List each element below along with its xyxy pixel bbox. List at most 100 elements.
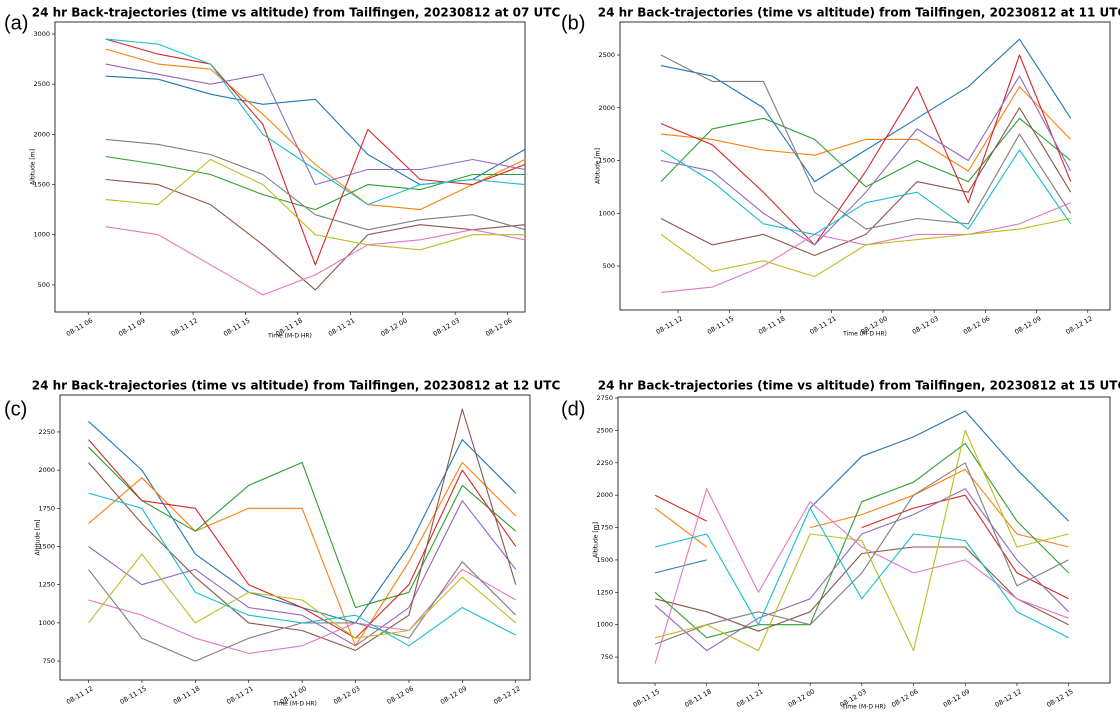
trajectory-line (105, 178, 526, 291)
y-tick-label: 1250 (38, 581, 55, 589)
trajectory-line (88, 408, 517, 651)
y-axis-label: Altitude [m] (30, 149, 37, 185)
panel: (c) 24 hr Back-trajectories (time vs alti… (4, 379, 560, 708)
trajectory-line (105, 75, 526, 186)
plot-frame (54, 21, 526, 313)
y-tick-label: 2000 (33, 130, 50, 138)
trajectory-line (660, 149, 1072, 235)
x-tick-label: 08-12 12 (994, 688, 1023, 710)
trajectory-line (105, 138, 526, 231)
x-tick-label: 08-11 06 (65, 317, 94, 339)
x-tick-label: 08-11 15 (222, 317, 251, 339)
y-tick-label: 500 (603, 262, 615, 270)
x-tick-label: 08-11 12 (65, 685, 94, 707)
trajectory-line (654, 468, 1069, 548)
x-tick-label: 08-11 21 (225, 685, 254, 707)
chart-title: 24 hr Back-trajectories (time vs altitud… (598, 6, 1120, 20)
trajectory-line (660, 217, 1071, 278)
trajectory-line (88, 446, 517, 609)
trajectory-line (654, 462, 1069, 645)
panel-label: (c) (4, 398, 27, 420)
trajectory-line (654, 410, 1069, 574)
y-tick-label: 750 (43, 657, 55, 665)
y-tick-label: 1500 (598, 157, 615, 165)
trajectory-line (654, 488, 1069, 664)
trajectory-line (660, 202, 1071, 293)
trajectory-line (660, 75, 1072, 246)
y-axis-label: Altitude [m] (593, 522, 600, 558)
x-tick-label: 08-12 09 (942, 688, 971, 710)
x-tick-label: 08-12 03 (911, 315, 940, 337)
y-tick-label: 2500 (596, 426, 613, 434)
trajectory-line (88, 500, 517, 647)
panel: (b) 24 hr Back-trajectories (time vs alti… (561, 6, 1120, 338)
y-tick-label: 1500 (38, 543, 55, 551)
y-tick-label: 1750 (596, 524, 613, 532)
x-tick-label: 08-12 12 (492, 685, 521, 707)
trajectory-line (660, 117, 1072, 188)
x-axis-label: Time (M-D HR) (842, 331, 887, 338)
x-tick-label: 08-11 12 (655, 315, 684, 337)
x-axis-label: Time (M-D HR) (272, 701, 317, 708)
trajectory-line (654, 507, 1069, 639)
y-tick-label: 2250 (38, 428, 55, 436)
x-tick-label: 08-12 00 (787, 688, 816, 710)
x-tick-label: 08-11 15 (119, 685, 148, 707)
y-tick-label: 1250 (596, 588, 613, 596)
panel-label: (a) (4, 12, 28, 34)
y-tick-label: 1000 (596, 621, 613, 629)
plot-frame (617, 396, 1111, 684)
x-tick-label: 08-12 09 (439, 685, 468, 707)
x-tick-label: 08-11 21 (808, 315, 837, 337)
y-tick-label: 1000 (33, 231, 50, 239)
trajectory-line (105, 155, 525, 211)
panel-label: (b) (561, 12, 585, 34)
trajectory-line (88, 439, 517, 639)
x-tick-label: 08-11 12 (170, 317, 199, 339)
y-tick-label: 2000 (38, 466, 55, 474)
y-axis-label: Altitude [m] (35, 520, 42, 556)
x-axis-label: Time (M-D HR) (267, 333, 312, 340)
y-tick-label: 2000 (598, 104, 615, 112)
y-tick-label: 1500 (596, 556, 613, 564)
plot-frame (619, 21, 1111, 311)
x-tick-label: 08-11 18 (683, 688, 712, 710)
panel: (a) 24 hr Back-trajectories (time vs alti… (4, 6, 560, 340)
y-tick-label: 1750 (38, 504, 55, 512)
x-tick-label: 08-12 12 (1064, 315, 1093, 337)
trajectory-line (88, 568, 517, 654)
x-tick-label: 08-12 03 (432, 317, 461, 339)
trajectory-line (105, 48, 526, 211)
y-tick-label: 500 (38, 281, 50, 289)
chart-title: 24 hr Back-trajectories (time vs altitud… (32, 6, 561, 20)
x-axis-label: Time (M-D HR) (841, 704, 886, 711)
y-tick-label: 2750 (596, 394, 613, 402)
y-tick-label: 2500 (33, 80, 50, 88)
trajectory-line (105, 38, 526, 266)
chart-title: 24 hr Back-trajectories (time vs altitud… (598, 379, 1120, 393)
x-tick-label: 08-11 21 (327, 317, 356, 339)
trajectory-line (660, 107, 1072, 257)
trajectory-line (88, 553, 517, 639)
x-tick-label: 08-11 18 (172, 685, 201, 707)
x-tick-label: 08-12 06 (962, 315, 991, 337)
trajectory-line (660, 54, 1072, 230)
y-tick-label: 1000 (38, 619, 55, 627)
trajectory-line (660, 38, 1072, 183)
trajectory-line (88, 492, 517, 647)
x-tick-label: 08-12 06 (890, 688, 919, 710)
trajectory-line (660, 86, 1072, 172)
x-tick-label: 08-11 21 (735, 688, 764, 710)
y-axis-label: Altitude [m] (595, 148, 602, 184)
panel: (d) 24 hr Back-trajectories (time vs alti… (561, 379, 1120, 711)
y-tick-label: 3000 (33, 30, 50, 38)
trajectory-line (105, 226, 526, 296)
trajectory-line (105, 158, 525, 251)
x-tick-label: 08-11 18 (757, 315, 786, 337)
x-tick-label: 08-12 09 (1013, 315, 1042, 337)
y-tick-label: 1000 (598, 209, 615, 217)
x-tick-label: 08-11 15 (706, 315, 735, 337)
x-tick-label: 08-12 15 (1045, 688, 1074, 710)
y-tick-label: 2000 (596, 491, 613, 499)
